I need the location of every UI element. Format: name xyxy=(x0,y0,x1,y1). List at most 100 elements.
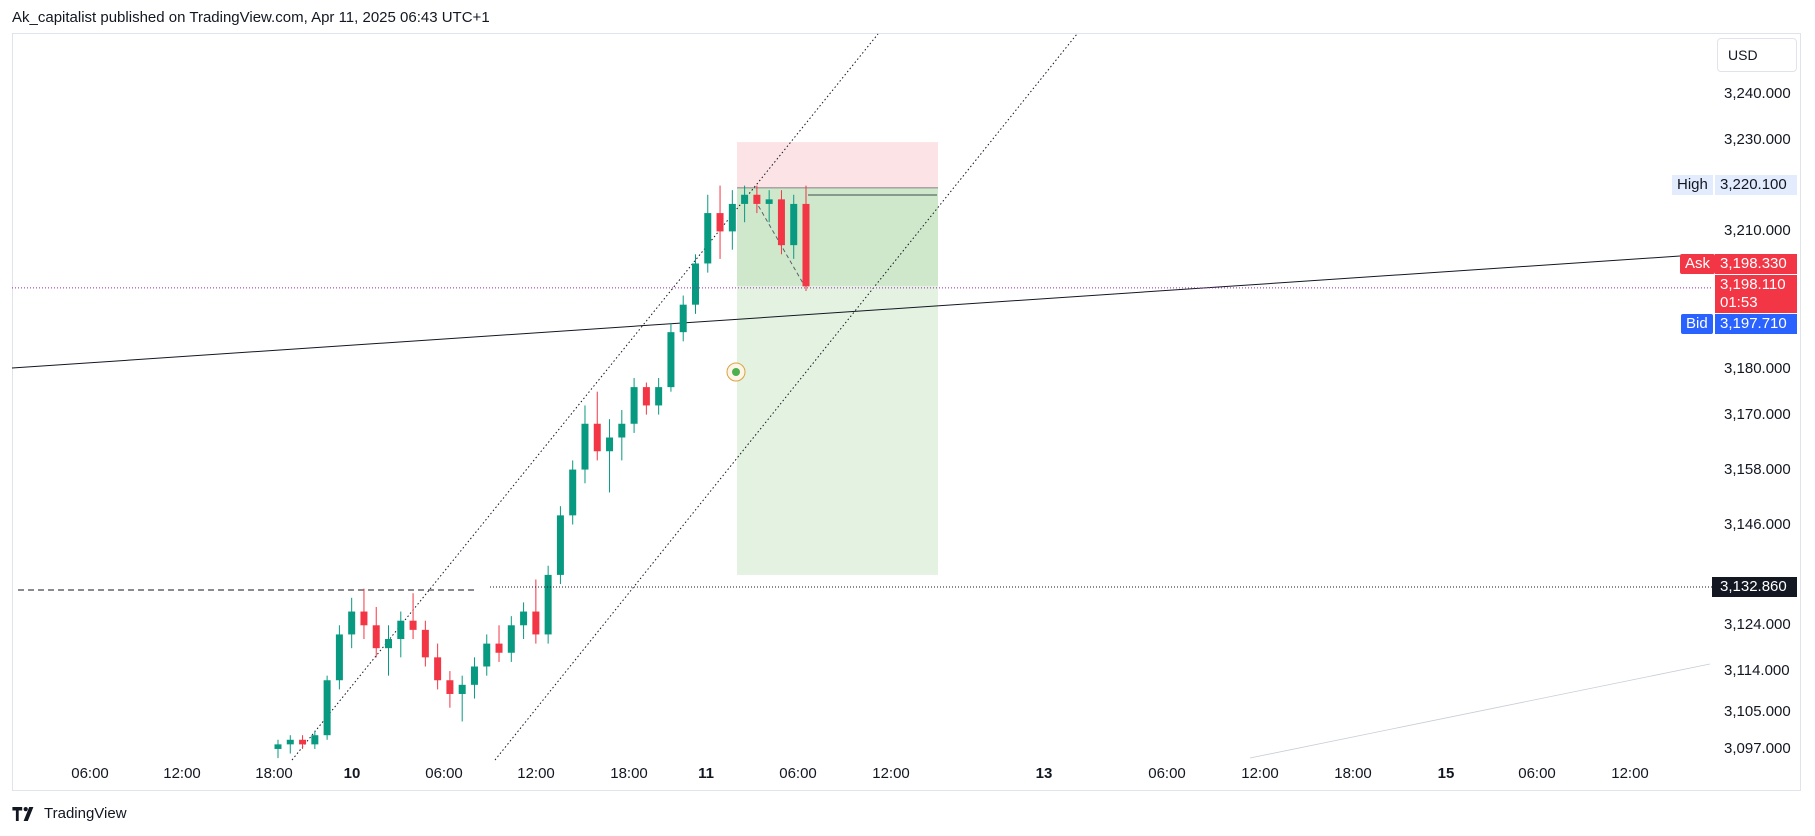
time-tick-label: 12:00 xyxy=(163,765,201,782)
candle xyxy=(753,185,761,214)
candle xyxy=(372,606,380,658)
currency-selector[interactable]: USD xyxy=(1717,38,1797,72)
candle-body xyxy=(716,213,724,232)
candle xyxy=(655,377,663,415)
time-tick-label: 18:00 xyxy=(610,765,648,782)
candle xyxy=(802,185,810,291)
candle-body xyxy=(704,213,712,264)
time-tick-label: 12:00 xyxy=(1241,765,1279,782)
brand-name: TradingView xyxy=(44,805,127,822)
candle-body xyxy=(286,739,294,745)
time-tick-label: 06:00 xyxy=(1148,765,1186,782)
faint-trend-line xyxy=(1249,663,1711,759)
candle-body xyxy=(741,194,749,204)
candle-body xyxy=(274,744,282,749)
candle-body xyxy=(556,515,564,575)
time-tick-day: 15 xyxy=(1437,765,1455,782)
candle-body xyxy=(642,387,650,406)
candle-body xyxy=(544,574,552,635)
candle xyxy=(409,593,417,640)
level-value-tag: 3,132.860 xyxy=(1712,577,1797,597)
bid-value-tag: 3,197.710 xyxy=(1715,314,1797,334)
publish-header: Ak_capitalist published on TradingView.c… xyxy=(12,9,490,26)
price-tick-label: 3,114.000 xyxy=(1724,662,1790,680)
tradingview-logo-icon xyxy=(12,806,34,821)
channel-upper-line xyxy=(291,33,879,761)
ask-value-tag: 3,198.330 xyxy=(1715,254,1797,274)
candle xyxy=(446,671,454,708)
candle xyxy=(606,419,614,493)
candle-body xyxy=(753,194,761,204)
candle xyxy=(642,382,650,415)
candle-body xyxy=(728,203,736,232)
candle-body xyxy=(446,680,454,694)
price-tick-label: 3,170.000 xyxy=(1724,405,1791,423)
candle-body xyxy=(765,199,773,204)
candle-body xyxy=(679,304,687,333)
time-tick-label: 12:00 xyxy=(1611,765,1649,782)
candle xyxy=(765,190,773,223)
candle-body xyxy=(802,203,810,287)
candle-body xyxy=(434,657,442,681)
candle xyxy=(741,185,749,223)
candle xyxy=(728,190,736,250)
time-tick-label: 06:00 xyxy=(779,765,817,782)
footer-brand[interactable]: TradingView xyxy=(12,805,127,822)
price-tick-label: 3,240.000 xyxy=(1724,85,1791,102)
candle xyxy=(556,506,564,585)
candle-body xyxy=(385,639,393,649)
time-tick-day: 10 xyxy=(343,765,361,782)
candle xyxy=(667,323,675,392)
candle-body xyxy=(593,423,601,452)
time-tick-day: 13 xyxy=(1035,765,1053,782)
chart-badge-icon xyxy=(726,362,746,382)
price-tick-label: 3,146.000 xyxy=(1724,515,1791,533)
candle xyxy=(385,625,393,676)
candle xyxy=(274,739,282,759)
time-tick-label: 18:00 xyxy=(255,765,293,782)
candle xyxy=(704,194,712,273)
candle xyxy=(544,565,552,644)
candle xyxy=(286,735,294,754)
candle-body xyxy=(421,629,429,658)
candle xyxy=(348,597,356,649)
candle-body xyxy=(777,199,785,246)
candle-body xyxy=(372,625,380,649)
candle xyxy=(421,620,429,667)
candle-body xyxy=(667,332,675,388)
trend-line xyxy=(11,255,1681,369)
last-price-tag: 3,198.110 xyxy=(1715,275,1797,295)
candle-body xyxy=(409,620,417,630)
bid-label-tag: Bid xyxy=(1681,314,1713,334)
chart-pane[interactable] xyxy=(12,33,1801,791)
candle-body xyxy=(299,739,307,745)
price-tick-label: 3,158.000 xyxy=(1724,460,1791,478)
candle-body xyxy=(495,643,503,653)
position-tool-zones xyxy=(737,142,938,575)
candle xyxy=(434,643,442,690)
candle xyxy=(323,675,331,740)
stop-loss-zone xyxy=(737,142,938,188)
time-tick-label: 06:00 xyxy=(71,765,109,782)
candle-body xyxy=(691,263,699,305)
time-tick-label: 12:00 xyxy=(872,765,910,782)
price-tick-label: 3,180.000 xyxy=(1724,359,1791,377)
candle-body xyxy=(630,387,638,424)
candle-body xyxy=(790,203,798,246)
candle-body xyxy=(618,423,626,438)
candle xyxy=(716,185,724,259)
candle xyxy=(507,616,515,662)
candle-body xyxy=(507,625,515,653)
time-tick-label: 18:00 xyxy=(1334,765,1372,782)
candle-body xyxy=(335,634,343,681)
candle-body xyxy=(655,387,663,406)
price-lines xyxy=(12,194,1712,588)
high-value-tag: 3,220.100 xyxy=(1715,175,1797,195)
candle xyxy=(569,460,577,525)
candle-body xyxy=(470,666,478,685)
countdown-tag: 01:53 xyxy=(1715,293,1797,313)
candle xyxy=(679,295,687,342)
candle xyxy=(335,625,343,690)
price-tick-label: 3,230.000 xyxy=(1724,130,1791,148)
